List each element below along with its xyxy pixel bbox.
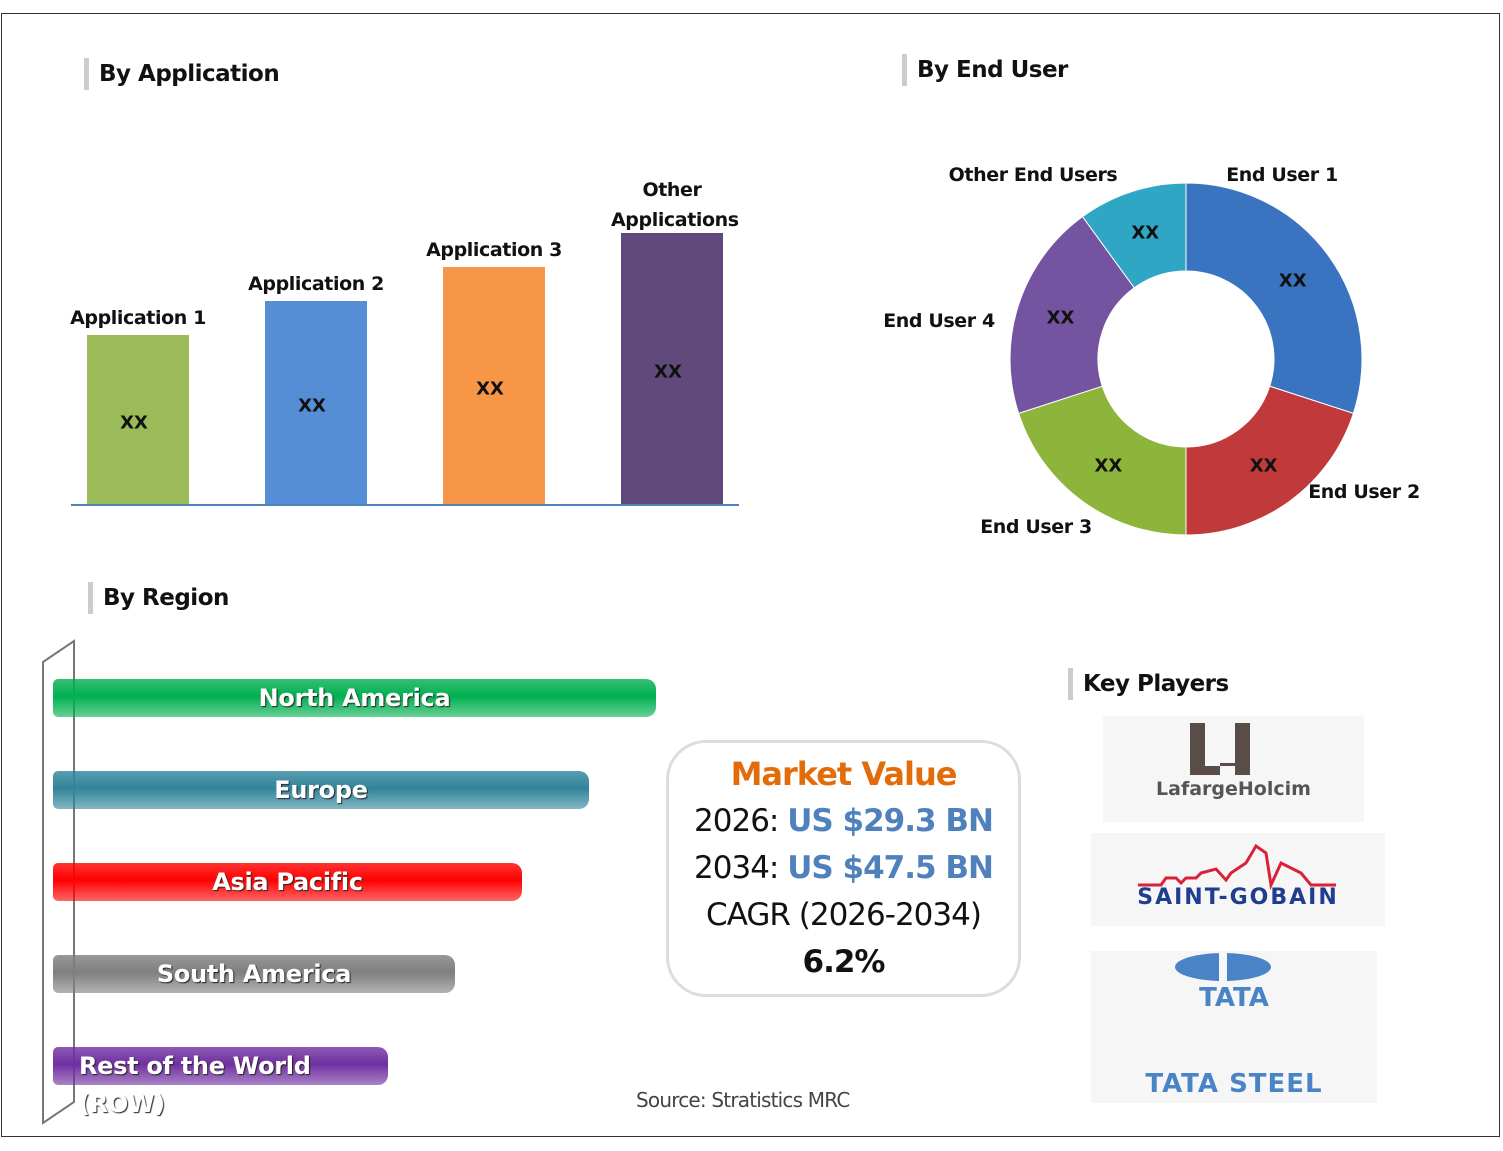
slice-data-label: XX <box>1278 270 1307 292</box>
bar-2 <box>265 301 367 505</box>
bar-1 <box>87 335 189 505</box>
frame <box>1 13 1500 1137</box>
cagr-value: 6.2% <box>802 944 886 980</box>
slice-category-label: Other End Users <box>948 164 1118 186</box>
slice-category-label: End User 1 <box>1226 164 1338 186</box>
saint-gobain-logo: SAINT-GOBAIN <box>1091 833 1385 926</box>
slice-category-label: End User 2 <box>1308 481 1420 503</box>
by-end-user-title: By End User <box>902 54 1068 86</box>
value-2034: 2034: US $47.5 BN <box>694 850 994 886</box>
slice-data-label: XX <box>1094 455 1123 477</box>
region-bar: Rest of the World (ROW) <box>53 1047 388 1118</box>
market-value-box: Market Value 2026: US $29.3 BN 2034: US … <box>666 740 1021 997</box>
region-bar: North America <box>53 679 656 717</box>
bar-3 <box>443 267 545 505</box>
slice-data-label: XX <box>1249 455 1278 477</box>
lafargeholcim-logo: LafargeHolcim <box>1103 716 1364 822</box>
source-text: Source: Stratistics MRC <box>636 1088 850 1112</box>
key-players-title: Key Players <box>1068 668 1229 700</box>
region-bar: Europe <box>53 771 589 809</box>
donut-slice-5 <box>1081 182 1187 289</box>
bar-category-label: Application 3 <box>426 239 562 261</box>
donut-slice-2 <box>1185 385 1355 536</box>
cagr-label: CAGR (2026-2034) <box>706 897 982 933</box>
bar-category-label: Application 1 <box>70 307 206 329</box>
by-application-title: By Application <box>84 58 280 90</box>
bar-4 <box>621 233 723 505</box>
donut-slice-1 <box>1185 182 1363 415</box>
slice-category-label: End User 3 <box>980 516 1092 538</box>
slice-data-label: XX <box>1131 222 1160 244</box>
by-region-title: By Region <box>88 582 229 614</box>
tata-steel-logo: TATA TATA STEEL <box>1091 951 1377 1103</box>
bar-data-label: XX <box>476 378 504 400</box>
donut-slice-4 <box>1009 215 1135 415</box>
bar-category-label: Application 2 <box>248 273 384 295</box>
value-2026: 2026: US $29.3 BN <box>694 803 994 839</box>
market-value-title: Market Value <box>730 755 958 793</box>
slice-data-label: XX <box>1046 307 1075 329</box>
bar-category-label: Other Applications <box>611 179 739 231</box>
bar-data-label: XX <box>120 412 148 434</box>
region-bar: South America <box>53 955 455 993</box>
donut-slice-3 <box>1017 385 1187 536</box>
bar-data-label: XX <box>654 361 682 383</box>
bar-data-label: XX <box>298 395 326 417</box>
slice-category-label: End User 4 <box>883 310 995 332</box>
region-bar: Asia Pacific <box>53 863 522 901</box>
